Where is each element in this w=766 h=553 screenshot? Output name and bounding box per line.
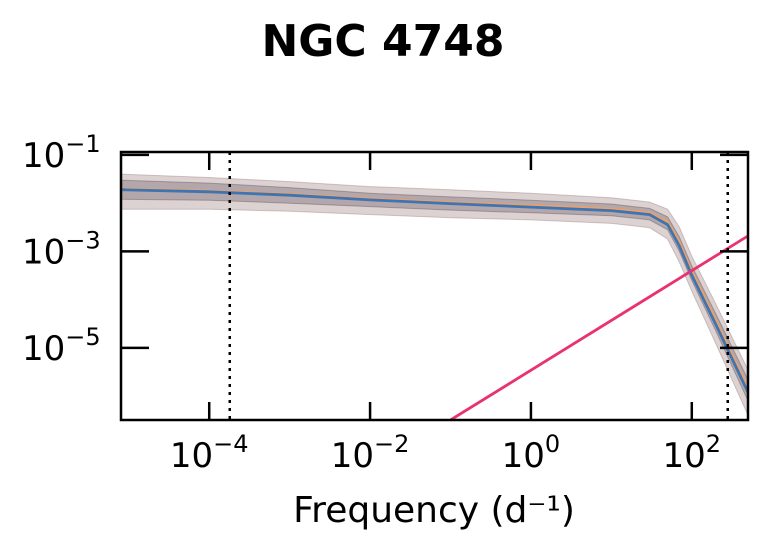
y-tick-label-0: 10−1 [22,130,101,176]
y-tick-label-2: 10−5 [22,323,101,369]
plot-area [121,152,748,420]
axis-ticks: 10−4 10−2 100 102 10−1 10−3 10−5 [22,130,748,476]
y-tick-label-1: 10−3 [22,226,101,272]
series-line-1 [121,188,748,393]
uncertainty-band-1 [121,179,748,402]
x-tick-label-3: 102 [663,430,722,476]
uncertainty-band-0 [121,173,748,416]
x-tick-label-0: 10−4 [170,430,249,476]
x-tick-label-1: 10−2 [331,430,410,476]
series-line-2 [449,234,748,420]
x-tick-label-2: 100 [502,430,561,476]
x-axis-label: Frequency (d⁻¹) [293,490,575,531]
chart-title: NGC 4748 [261,16,504,67]
plot-frame [119,150,750,422]
